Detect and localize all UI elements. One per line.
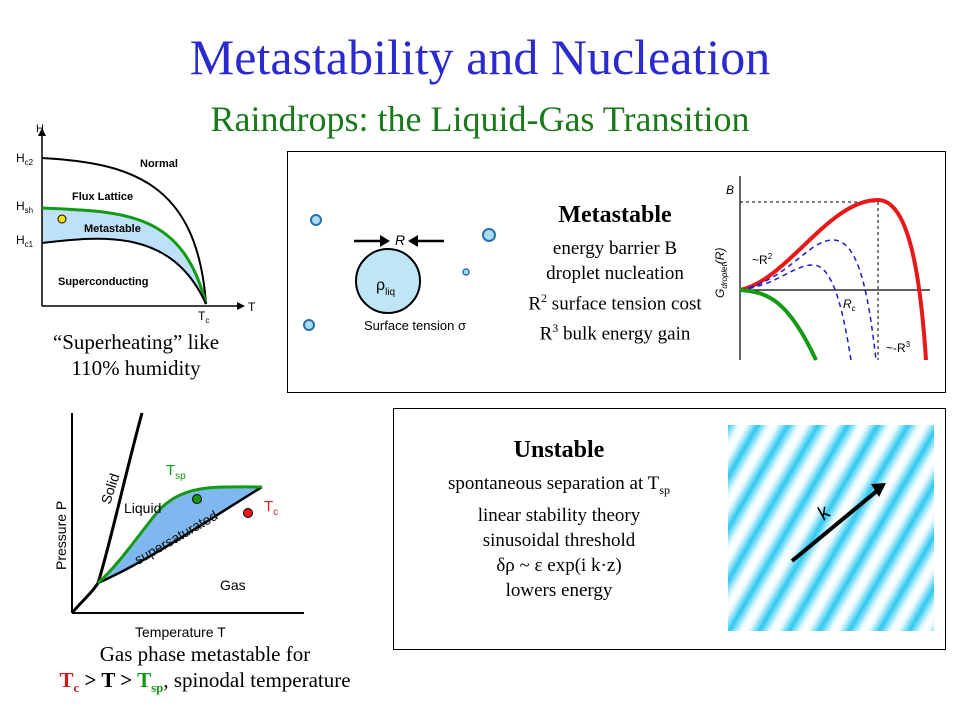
graph-b-label: B <box>726 183 734 197</box>
pd-tsp-label: Tsp <box>166 462 186 482</box>
graph-r2-label: ~R2 <box>752 252 773 267</box>
sc-normal-label: Normal <box>140 158 178 170</box>
unstable-line4: δρ ~ ε exp(i k·z) <box>496 554 622 576</box>
droplet-rho-label: ρliq <box>376 277 395 298</box>
gas-caption-line1: Gas phase metastable for <box>99 642 311 666</box>
unstable-line5: lowers energy <box>505 579 613 601</box>
droplet-illustration: R ρliq Surface tension σ <box>303 214 496 333</box>
unstable-panel: Unstable spontaneous separation at Tsp l… <box>393 408 946 650</box>
metastable-heading: Metastable <box>558 202 672 228</box>
unstable-line2: linear stability theory <box>477 504 641 526</box>
metastable-description: energy barrier B droplet nucleation R2 s… <box>480 236 750 347</box>
metastable-line3: R2 surface tension cost <box>528 291 702 315</box>
sc-flux-label: Flux Lattice <box>72 191 133 203</box>
superconductor-phase-diagram: H T Hc2 Hsh Hc1 Tc Normal Flux Lattice M… <box>16 123 256 323</box>
pd-gas-label: Gas <box>220 577 246 593</box>
gas-metastable-caption: Gas phase metastable for Tc > T > Tsp, s… <box>0 641 410 701</box>
graph-y-label: Gdroplet(R) <box>713 248 729 298</box>
sc-hc2-label: Hc2 <box>16 151 34 167</box>
droplet-energy-graph: B Gdroplet(R) ~R2 Rc ~-R3 <box>713 176 930 361</box>
droplet-r-label: R <box>395 232 405 248</box>
sc-axis-h: H <box>36 123 44 135</box>
graph-rc-label: Rc <box>843 297 856 313</box>
sc-hc1-label: Hc1 <box>16 233 34 249</box>
sc-superconducting-label: Superconducting <box>58 276 148 288</box>
metastable-line4: R3 bulk energy gain <box>539 321 691 345</box>
unstable-heading: Unstable <box>513 437 605 463</box>
pd-liquid-label: Liquid <box>124 500 161 516</box>
unstable-line1: spontaneous separation at Tsp <box>448 473 670 497</box>
sc-axis-t: T <box>248 300 256 314</box>
sc-tc-label: Tc <box>198 309 209 323</box>
pd-tc-label: Tc <box>264 498 278 518</box>
slide-title: Metastability and Nucleation <box>189 29 771 85</box>
unstable-line3: sinusoidal threshold <box>482 529 636 551</box>
stripe-pattern: k <box>728 425 934 631</box>
metastable-line1: energy barrier B <box>552 238 678 259</box>
metastable-panel: R ρliq Surface tension σ Metastable ener… <box>287 151 946 393</box>
sc-hsh-label: Hsh <box>16 199 33 215</box>
gas-caption-line2: Tc > T > Tsp, spinodal temperature <box>59 668 351 696</box>
surface-tension-label: Surface tension σ <box>364 318 466 333</box>
pd-x-label: Temperature T <box>135 624 226 640</box>
graph-r3-label: ~-R3 <box>886 340 911 355</box>
metastable-line2: droplet nucleation <box>546 263 684 284</box>
superheating-caption: “Superheating” like 110% humidity <box>52 330 220 380</box>
liquid-gas-phase-diagram: Pressure P Temperature T Solid Liquid Ga… <box>53 412 304 640</box>
unstable-description: spontaneous separation at Tsp linear sta… <box>394 471 724 603</box>
slide-subtitle: Raindrops: the Liquid-Gas Transition <box>210 99 750 139</box>
sc-metastable-label: Metastable <box>84 223 141 235</box>
pd-y-label: Pressure P <box>53 501 69 570</box>
